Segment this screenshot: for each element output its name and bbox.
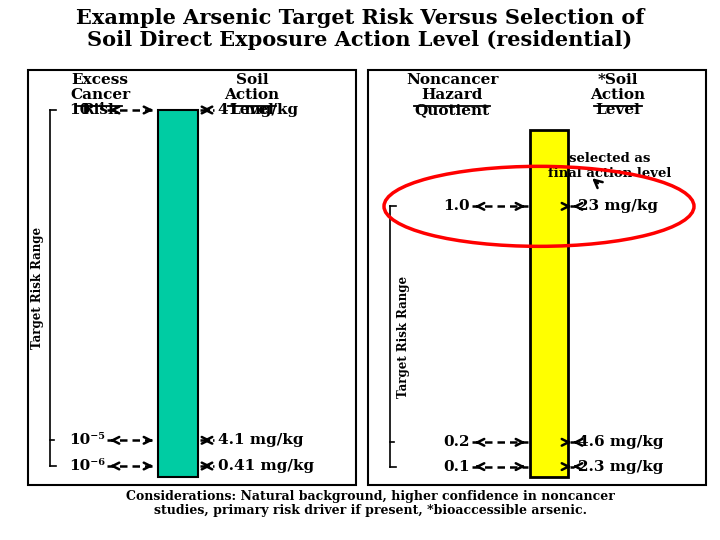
Bar <box>28 70 356 485</box>
Text: Level: Level <box>595 103 640 117</box>
Text: Action: Action <box>225 88 279 102</box>
Text: *Soil: *Soil <box>598 73 638 87</box>
Text: Soil: Soil <box>235 73 269 87</box>
Text: 4.6 mg/kg: 4.6 mg/kg <box>578 435 664 449</box>
Text: Noncancer: Noncancer <box>406 73 498 87</box>
Text: Hazard: Hazard <box>421 88 482 102</box>
Text: Example Arsenic Target Risk Versus Selection of: Example Arsenic Target Risk Versus Selec… <box>76 8 644 28</box>
Text: 10⁻⁶: 10⁻⁶ <box>69 459 105 473</box>
Text: 2.3 mg/kg: 2.3 mg/kg <box>578 460 663 474</box>
Text: 10⁻⁴: 10⁻⁴ <box>69 103 105 117</box>
Text: 0.1: 0.1 <box>444 460 470 474</box>
Text: Level: Level <box>230 103 274 117</box>
Text: Soil Direct Exposure Action Level (residential): Soil Direct Exposure Action Level (resid… <box>87 30 633 50</box>
Bar <box>368 70 706 485</box>
Text: Excess: Excess <box>71 73 128 87</box>
Bar <box>530 130 568 477</box>
Text: 23 mg/kg: 23 mg/kg <box>578 199 658 213</box>
Text: Quotient: Quotient <box>415 103 490 117</box>
Text: Risk: Risk <box>81 103 119 117</box>
Text: Cancer: Cancer <box>70 88 130 102</box>
Bar <box>158 110 198 477</box>
Text: Target Risk Range: Target Risk Range <box>30 227 43 349</box>
Text: Target Risk Range: Target Risk Range <box>397 275 410 397</box>
Text: Action: Action <box>590 88 646 102</box>
Text: studies, primary risk driver if present, *bioaccessible arsenic.: studies, primary risk driver if present,… <box>153 504 587 517</box>
Text: selected as
final action level: selected as final action level <box>549 152 672 180</box>
Text: 10⁻⁵: 10⁻⁵ <box>69 433 105 447</box>
Text: 4.1 mg/kg: 4.1 mg/kg <box>218 433 304 447</box>
Text: 0.2: 0.2 <box>444 435 470 449</box>
Text: 41 mg/kg: 41 mg/kg <box>218 103 298 117</box>
Text: 1.0: 1.0 <box>444 199 470 213</box>
Text: 0.41 mg/kg: 0.41 mg/kg <box>218 459 314 473</box>
Text: Considerations: Natural background, higher confidence in noncancer: Considerations: Natural background, high… <box>125 490 614 503</box>
